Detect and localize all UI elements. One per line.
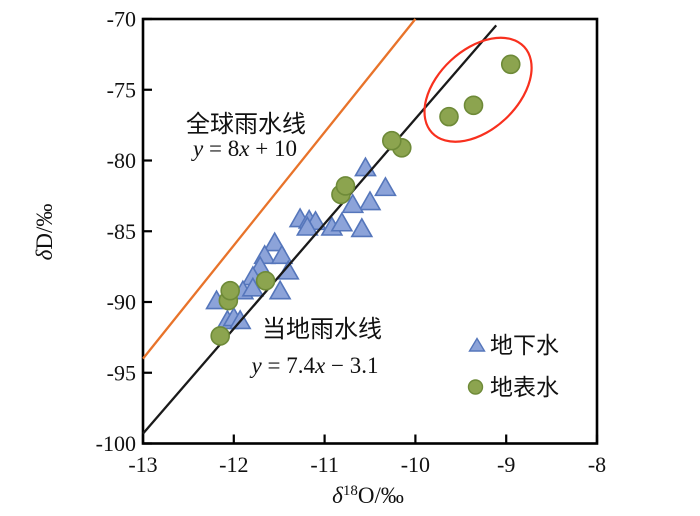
- gmwl-equation: y = 8x + 10: [191, 136, 297, 161]
- highlight-ellipse: [423, 36, 533, 143]
- y-tick-label: -95: [107, 360, 136, 385]
- legend-surfacewater-marker: [467, 379, 484, 395]
- x-tick-label: -13: [128, 452, 157, 477]
- lmwl-line: [142, 24, 498, 435]
- y-tick-label: -75: [107, 77, 136, 102]
- groundwater-point: [374, 176, 397, 197]
- surfacewater-point: [210, 326, 230, 346]
- groundwater-point: [295, 215, 319, 236]
- legend-groundwater-marker: [468, 337, 486, 352]
- groundwater-point: [270, 244, 294, 265]
- groundwater-point: [263, 231, 287, 252]
- y-axis-title: δD/‰: [32, 204, 57, 261]
- x-tick-label: -8: [588, 452, 606, 477]
- y-tick-label: -90: [107, 290, 136, 315]
- groundwater-point: [350, 217, 374, 238]
- lmwl-equation: y = 7.4x − 3.1: [250, 353, 379, 378]
- x-axis-title: δ18O/‰: [332, 483, 404, 508]
- surfacewater-point: [463, 95, 484, 116]
- groundwater-point: [358, 190, 382, 211]
- legend: 地下水 地表水: [467, 333, 559, 400]
- surfacewater-point: [500, 54, 521, 75]
- y-tick-label: -100: [96, 431, 136, 456]
- ticks-layer: -13 -12 -11 -10 -9 -8 -70 -75 -80 -85 -90 -95 -100: [96, 7, 606, 478]
- y-tick-label: -70: [107, 7, 136, 32]
- legend-surfacewater-label: 地表水: [490, 375, 559, 400]
- groundwater-point: [341, 193, 365, 214]
- gmwl-label: 全球雨水线: [186, 111, 306, 138]
- surfacewater-point: [255, 270, 276, 291]
- y-tick-label: -80: [107, 148, 136, 173]
- groundwater-point: [330, 211, 354, 232]
- surfacewater-point: [335, 176, 356, 196]
- x-tick-label: -10: [401, 452, 430, 477]
- lines-layer: [142, 18, 498, 435]
- x-tick-label: -9: [497, 452, 515, 477]
- y-tick-label: -85: [107, 219, 136, 244]
- gmwl-line: [142, 18, 417, 360]
- groundwater-point: [241, 276, 265, 297]
- surfacewater-point: [439, 106, 459, 127]
- surfacewater-point: [220, 280, 240, 301]
- groundwater-point: [268, 279, 292, 300]
- lmwl-label: 当地雨水线: [262, 316, 382, 343]
- circles-layer: [210, 54, 521, 346]
- ellipse-layer: [423, 36, 533, 143]
- x-tick-label: -11: [310, 452, 339, 477]
- surfacewater-point: [381, 130, 402, 151]
- x-tick-label: -12: [219, 452, 248, 477]
- legend-groundwater-label: 地下水: [490, 333, 559, 358]
